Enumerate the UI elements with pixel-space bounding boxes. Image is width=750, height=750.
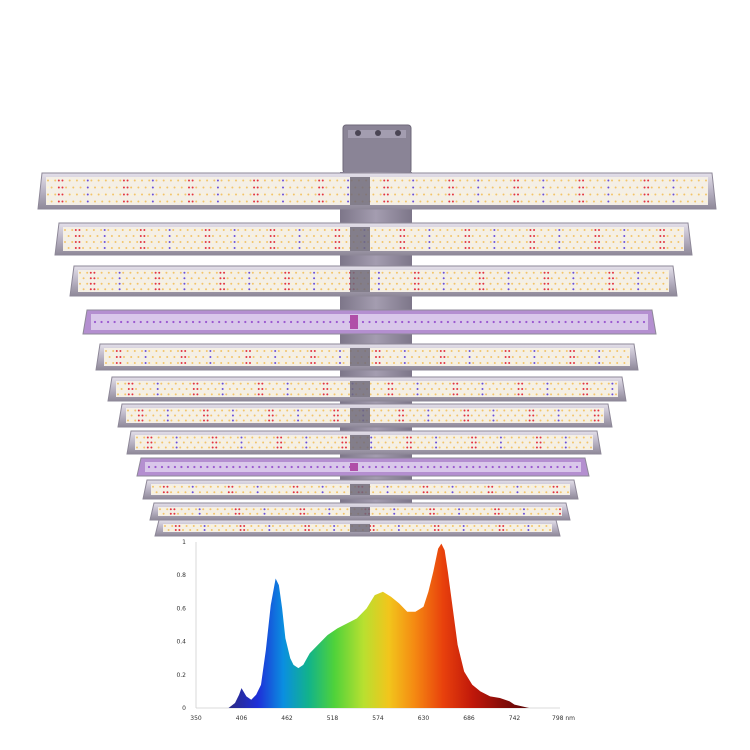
y-tick-label: 0	[182, 705, 186, 712]
driver-knob-icon	[375, 130, 381, 136]
light-bar	[54, 222, 693, 256]
led-array	[64, 229, 683, 249]
x-ticks: 350 406 462 518 574 630 686 742 798 nm	[190, 715, 575, 722]
light-bar	[136, 457, 590, 477]
bar-connector	[350, 177, 370, 205]
uv-bar-connector	[350, 463, 358, 471]
x-tick-label: 798 nm	[552, 715, 575, 722]
bar-connector	[350, 381, 370, 397]
light-bar	[142, 479, 579, 500]
y-tick-label: 0.6	[176, 605, 186, 612]
uv-bar-connector	[350, 315, 358, 329]
bar-connector	[350, 524, 370, 532]
y-tick-label: 0.2	[176, 672, 186, 679]
light-bar	[69, 265, 678, 297]
x-tick-label: 462	[281, 715, 293, 722]
driver-knob-icon	[355, 130, 361, 136]
led-array	[147, 465, 579, 469]
light-bar	[149, 502, 571, 521]
bar-connector	[350, 348, 370, 366]
led-array	[136, 436, 592, 449]
led-array	[159, 508, 561, 515]
light-bar	[82, 309, 657, 335]
led-array	[93, 320, 646, 324]
x-tick-label: 686	[463, 715, 475, 722]
led-board	[78, 270, 669, 292]
y-ticks: 0 0.2 0.4 0.6 0.8 1	[176, 539, 186, 712]
light-bar	[154, 519, 561, 537]
driver-knob-icon	[395, 130, 401, 136]
x-tick-label: 742	[509, 715, 521, 722]
light-bar	[126, 430, 602, 455]
x-tick-label: 630	[418, 715, 430, 722]
x-tick-label: 350	[190, 715, 202, 722]
bar-connector	[350, 435, 370, 450]
led-grow-light-fixture	[37, 124, 717, 537]
led-array	[127, 409, 603, 422]
driver-box	[342, 124, 412, 174]
spectrum-area	[196, 543, 560, 708]
led-array	[117, 382, 617, 396]
spectrum-chart: 0 0.2 0.4 0.6 0.8 1 350 406 462 518 574 630 686 742 7…	[176, 539, 575, 722]
x-tick-label: 574	[372, 715, 384, 722]
y-tick-label: 0.8	[176, 572, 186, 579]
bar-connector	[350, 408, 370, 423]
x-tick-label: 406	[236, 715, 248, 722]
led-board	[46, 177, 708, 205]
light-bar	[37, 172, 717, 210]
bar-connector	[350, 227, 370, 251]
bar-connector	[350, 484, 370, 495]
x-tick-label: 518	[327, 715, 339, 722]
led-board	[63, 227, 684, 251]
y-tick-label: 1	[182, 539, 186, 546]
light-bar	[95, 343, 639, 371]
bar-connector	[350, 270, 370, 292]
y-tick-label: 0.4	[176, 639, 186, 646]
light-bars	[37, 172, 717, 537]
light-bar	[117, 403, 613, 428]
light-bar	[107, 376, 627, 402]
bar-connector	[350, 507, 370, 516]
